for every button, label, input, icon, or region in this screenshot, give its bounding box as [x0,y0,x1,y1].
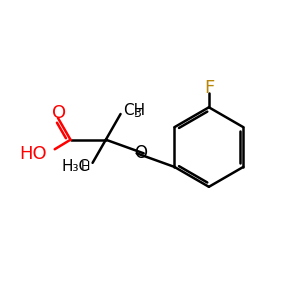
Text: O: O [52,104,66,122]
Text: CH: CH [124,103,146,118]
Text: H: H [80,160,90,173]
Text: O: O [134,144,147,162]
Text: H₃C: H₃C [61,159,90,174]
Text: HO: HO [20,145,47,163]
Text: F: F [204,79,214,97]
Text: 3: 3 [133,107,141,120]
